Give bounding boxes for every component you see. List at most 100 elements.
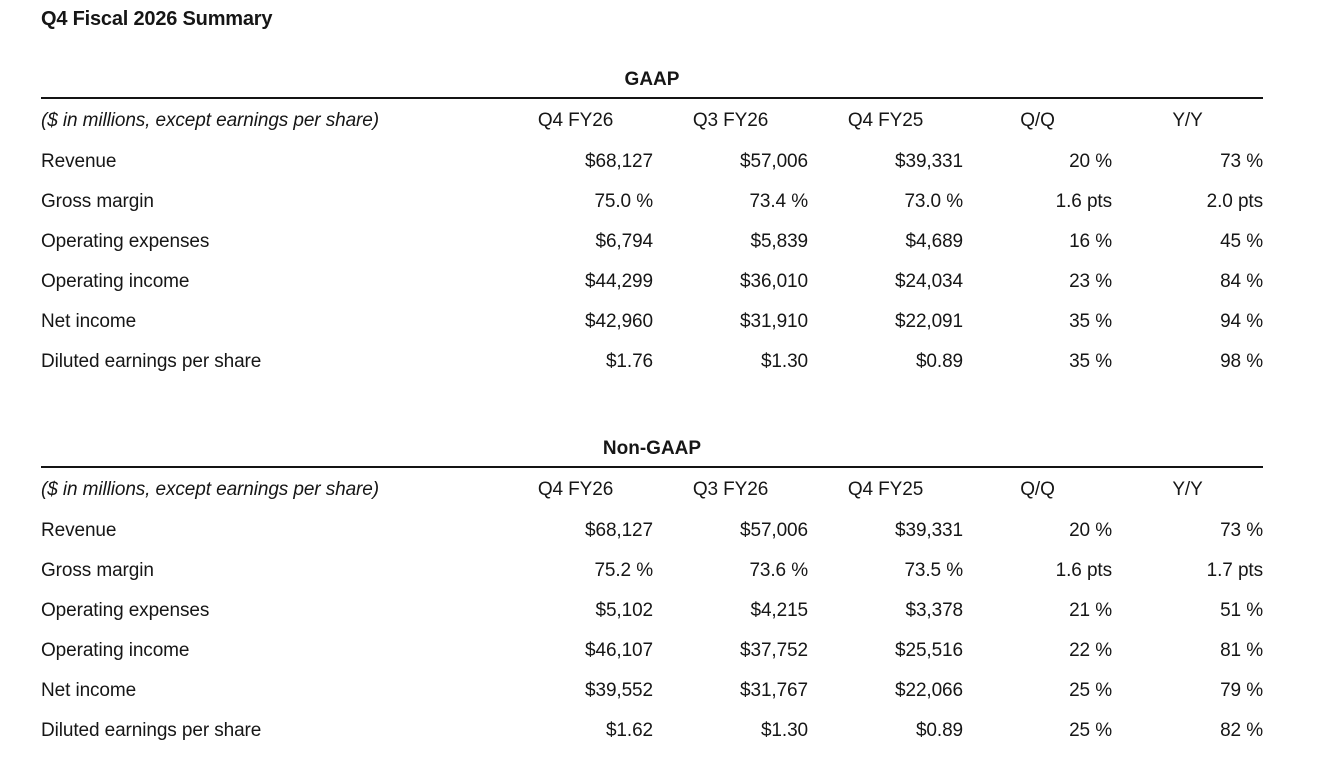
cell-value: $5,102 xyxy=(595,600,653,621)
row-label: Net income xyxy=(41,311,137,332)
cell-value: $39,552 xyxy=(585,680,653,701)
cell-value: $46,107 xyxy=(585,640,653,661)
cell-value: 81 % xyxy=(1220,640,1263,661)
page-title: Q4 Fiscal 2026 Summary xyxy=(41,8,273,30)
cell-value: $37,752 xyxy=(740,640,808,661)
cell-value: 73.0 % xyxy=(904,191,963,212)
cell-value: 94 % xyxy=(1220,311,1263,332)
cell-value: 25 % xyxy=(1069,680,1112,701)
header-row: ($ in millions, except earnings per shar… xyxy=(41,98,1263,142)
cell-value: 84 % xyxy=(1220,271,1263,292)
cell-value: 22 % xyxy=(1069,640,1112,661)
table-section: GAAP ($ in millions, except earnings per… xyxy=(41,70,1263,382)
cell-value: $25,516 xyxy=(895,640,963,661)
cell-value: $6,794 xyxy=(595,231,653,252)
cell-value: 16 % xyxy=(1069,231,1112,252)
cell-value: $5,839 xyxy=(750,231,808,252)
financial-table: ($ in millions, except earnings per shar… xyxy=(41,97,1263,382)
cell-value: 75.2 % xyxy=(594,560,653,581)
financial-table: ($ in millions, except earnings per shar… xyxy=(41,466,1263,751)
table-row: Operating income $46,107 $37,752 $25,516 22 … xyxy=(41,631,1263,671)
cell-value: 79 % xyxy=(1220,680,1263,701)
cell-value: 73.6 % xyxy=(749,560,808,581)
tables-container: GAAP ($ in millions, except earnings per… xyxy=(41,70,1263,751)
cell-value: $3,378 xyxy=(905,600,963,621)
unit-note: ($ in millions, except earnings per shar… xyxy=(41,478,379,500)
cell-value: $42,960 xyxy=(585,311,653,332)
table-row: Net income $42,960 $31,910 $22,091 35 % 94 % xyxy=(41,302,1263,342)
cell-value: 1.7 pts xyxy=(1206,560,1263,581)
cell-value: $39,331 xyxy=(895,520,963,541)
cell-value: $36,010 xyxy=(740,271,808,292)
table-row: Operating expenses $5,102 $4,215 $3,378 21 %… xyxy=(41,591,1263,631)
cell-value: $57,006 xyxy=(740,151,808,172)
column-header: Q4 FY25 xyxy=(847,109,924,131)
cell-value: $22,091 xyxy=(895,311,963,332)
cell-value: 73 % xyxy=(1220,520,1263,541)
cell-value: 20 % xyxy=(1069,520,1112,541)
column-header: Q3 FY26 xyxy=(692,478,769,500)
cell-value: $0.89 xyxy=(915,720,963,741)
cell-value: 23 % xyxy=(1069,271,1112,292)
cell-value: $44,299 xyxy=(585,271,653,292)
row-label: Revenue xyxy=(41,151,117,172)
table-caption: GAAP xyxy=(624,69,680,90)
row-label: Revenue xyxy=(41,520,117,541)
row-label: Gross margin xyxy=(41,191,154,212)
row-label: Operating income xyxy=(41,271,190,292)
cell-value: $1.30 xyxy=(760,720,808,741)
header-row: ($ in millions, except earnings per shar… xyxy=(41,467,1263,511)
table-row: Revenue $68,127 $57,006 $39,331 20 % 73 % xyxy=(41,511,1263,551)
cell-value: 1.6 pts xyxy=(1055,560,1112,581)
cell-value: $4,215 xyxy=(750,600,808,621)
table-row: Gross margin 75.0 % 73.4 % 73.0 % 1.6 pts 2.0… xyxy=(41,182,1263,222)
column-header: Y/Y xyxy=(1172,109,1203,131)
table-row: Revenue $68,127 $57,006 $39,331 20 % 73 % xyxy=(41,142,1263,182)
row-label: Gross margin xyxy=(41,560,154,581)
cell-value: 82 % xyxy=(1220,720,1263,741)
cell-value: 98 % xyxy=(1220,351,1263,372)
table-row: Operating expenses $6,794 $5,839 $4,689 16 %… xyxy=(41,222,1263,262)
cell-value: $57,006 xyxy=(740,520,808,541)
table-row: Diluted earnings per share $1.62 $1.30 $0.8… xyxy=(41,711,1263,751)
column-header: Q4 FY25 xyxy=(847,478,924,500)
row-label: Operating expenses xyxy=(41,231,210,252)
table-row: Net income $39,552 $31,767 $22,066 25 % 79 % xyxy=(41,671,1263,711)
column-header: Q4 FY26 xyxy=(537,109,614,131)
cell-value: 51 % xyxy=(1220,600,1263,621)
cell-value: 35 % xyxy=(1069,351,1112,372)
cell-value: $24,034 xyxy=(895,271,963,292)
cell-value: 1.6 pts xyxy=(1055,191,1112,212)
table-caption: Non-GAAP xyxy=(602,438,702,459)
cell-value: $31,910 xyxy=(740,311,808,332)
cell-value: 73 % xyxy=(1220,151,1263,172)
page: Q4 Fiscal 2026 Summary GAAP ($ in millio… xyxy=(41,9,1263,751)
cell-value: $4,689 xyxy=(905,231,963,252)
cell-value: 20 % xyxy=(1069,151,1112,172)
table-section: Non-GAAP ($ in millions, except earnings… xyxy=(41,439,1263,751)
row-label: Diluted earnings per share xyxy=(41,351,262,372)
cell-value: 75.0 % xyxy=(594,191,653,212)
cell-value: $68,127 xyxy=(585,520,653,541)
row-label: Operating income xyxy=(41,640,190,661)
table-row: Diluted earnings per share $1.76 $1.30 $0.8… xyxy=(41,342,1263,382)
cell-value: $1.30 xyxy=(760,351,808,372)
cell-value: 35 % xyxy=(1069,311,1112,332)
column-header: Q/Q xyxy=(1020,109,1055,131)
row-label: Operating expenses xyxy=(41,600,210,621)
cell-value: $39,331 xyxy=(895,151,963,172)
column-header: Q4 FY26 xyxy=(537,478,614,500)
row-label: Diluted earnings per share xyxy=(41,720,262,741)
cell-value: $1.62 xyxy=(605,720,653,741)
cell-value: 2.0 pts xyxy=(1206,191,1263,212)
cell-value: 73.5 % xyxy=(904,560,963,581)
cell-value: 73.4 % xyxy=(749,191,808,212)
table-row: Gross margin 75.2 % 73.6 % 73.5 % 1.6 pts 1.7… xyxy=(41,551,1263,591)
cell-value: $22,066 xyxy=(895,680,963,701)
cell-value: $31,767 xyxy=(740,680,808,701)
cell-value: 25 % xyxy=(1069,720,1112,741)
unit-note: ($ in millions, except earnings per shar… xyxy=(41,109,379,131)
column-header: Y/Y xyxy=(1172,478,1203,500)
column-header: Q3 FY26 xyxy=(692,109,769,131)
cell-value: 45 % xyxy=(1220,231,1263,252)
